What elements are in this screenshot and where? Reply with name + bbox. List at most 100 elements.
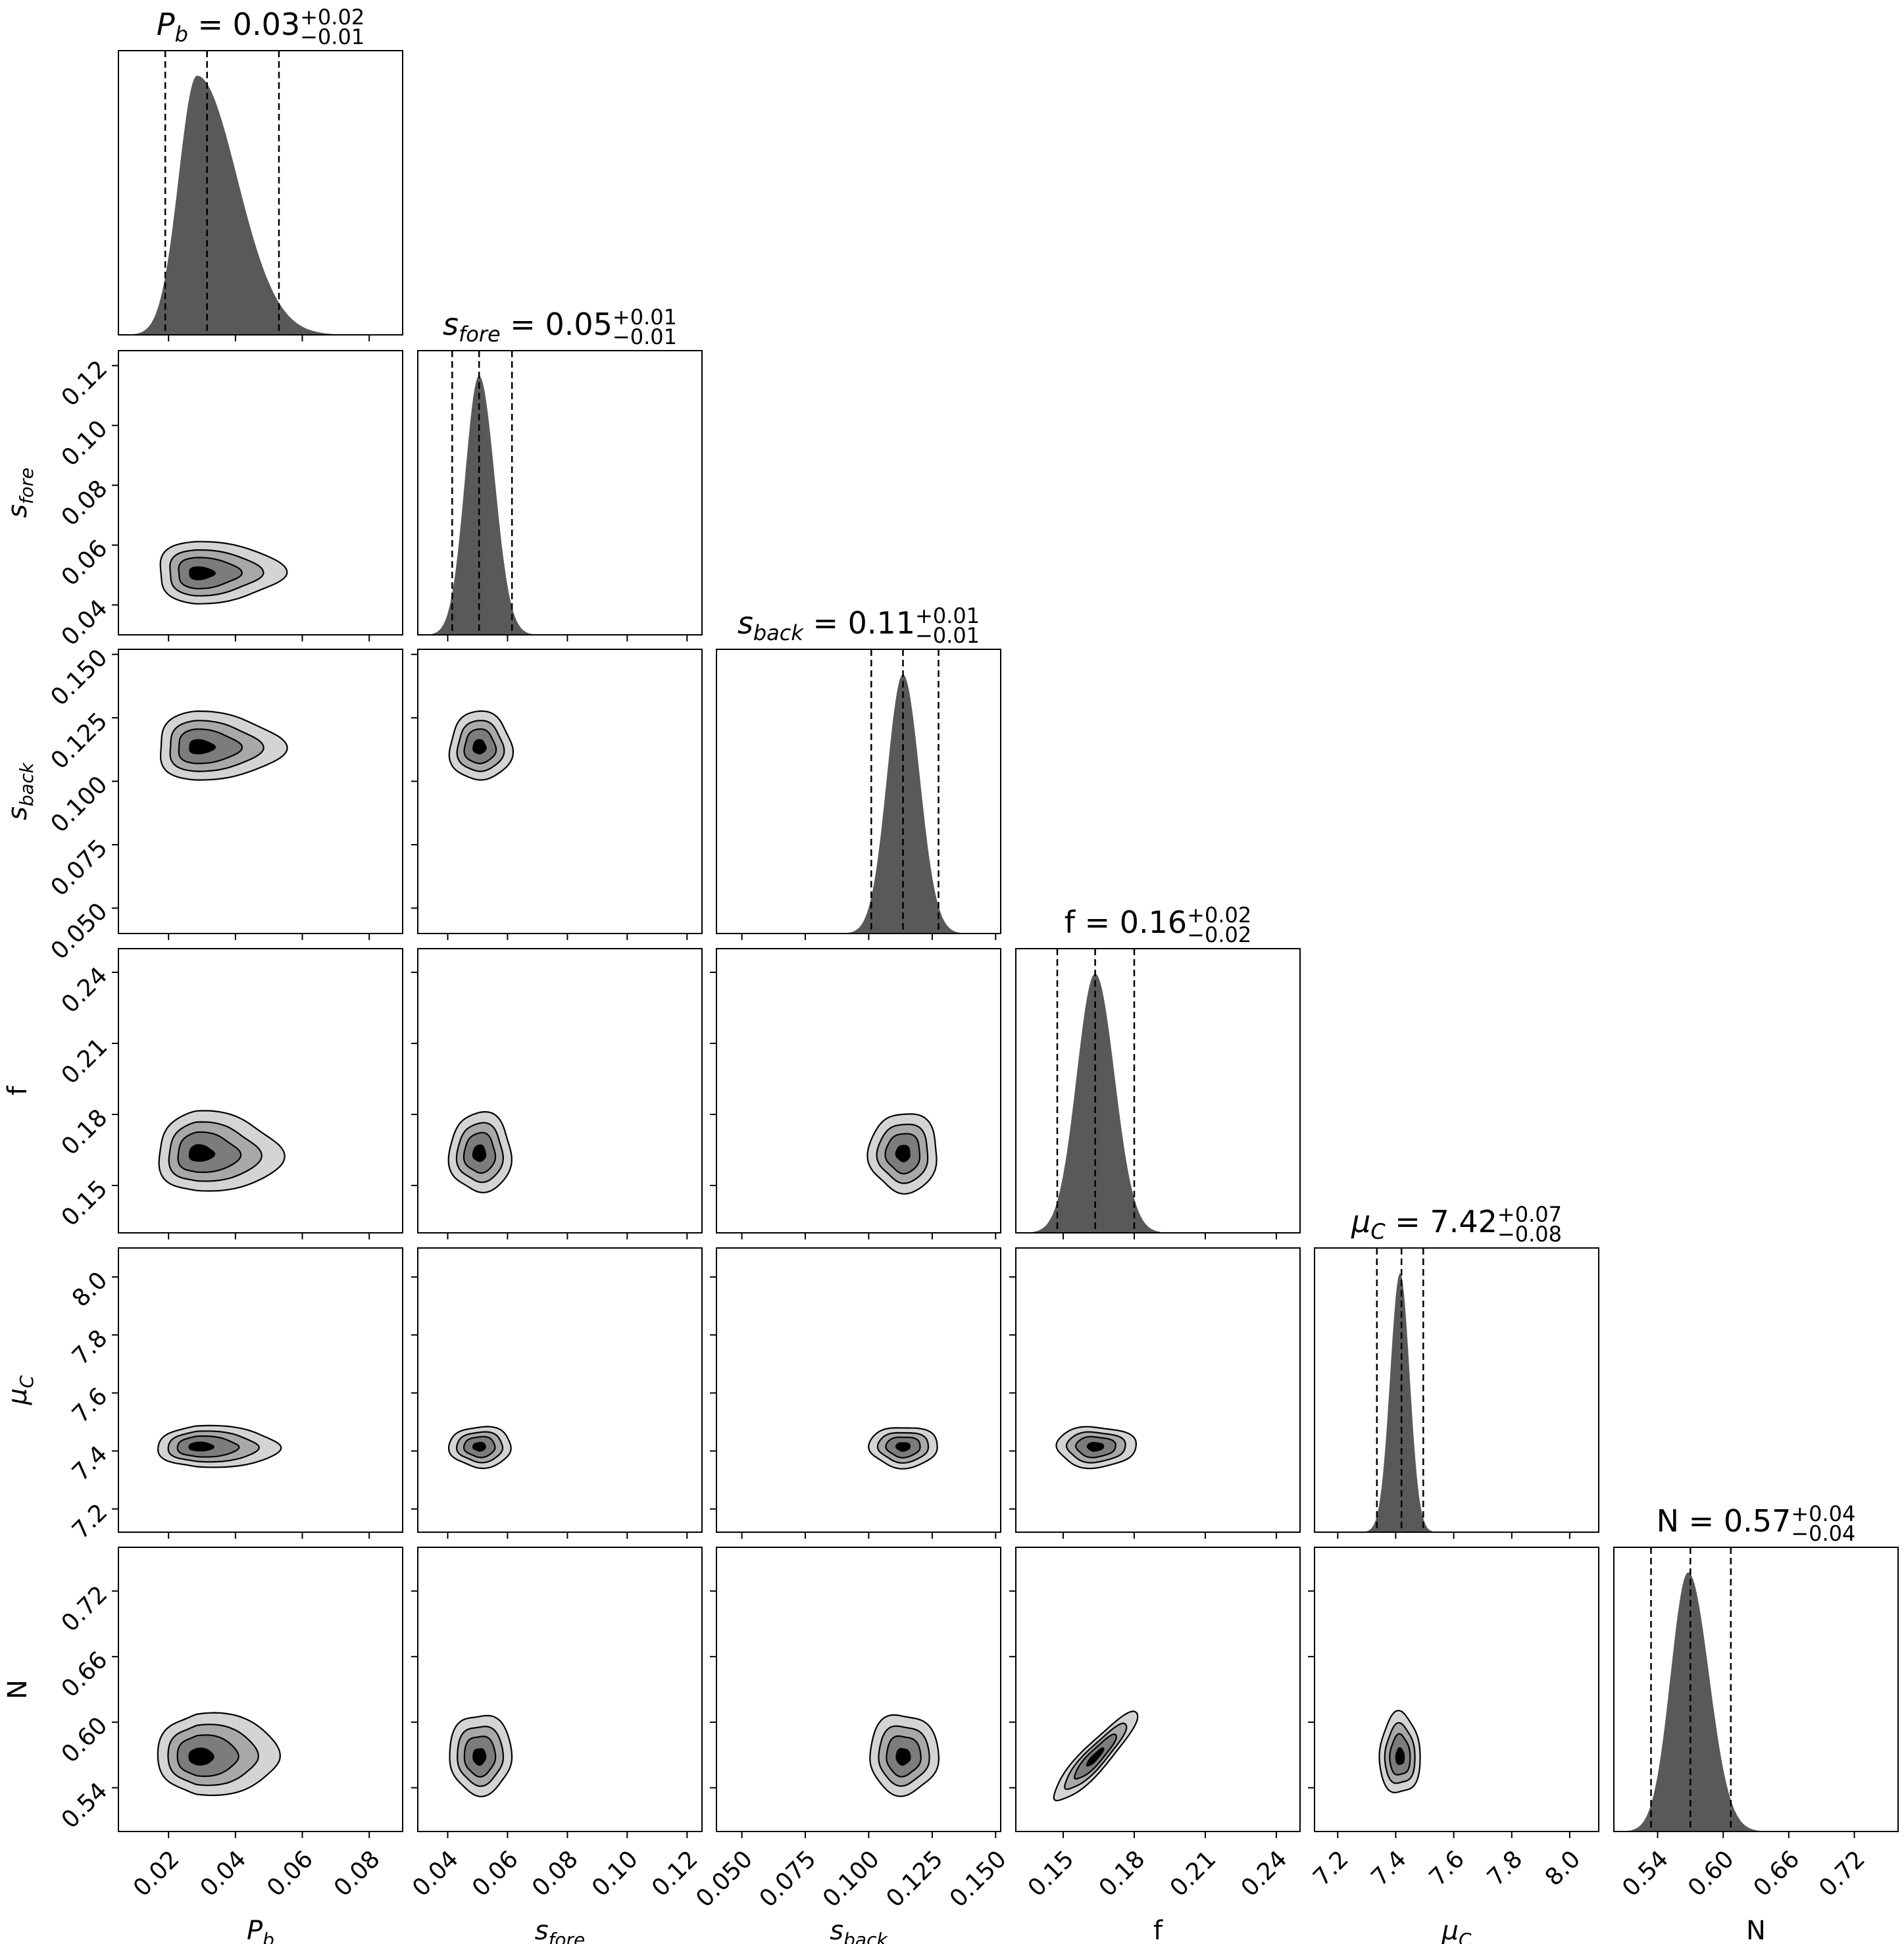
contour-level-4-muC-vs-f bbox=[1086, 1441, 1105, 1452]
y-tick-label-muC-4: 8.0 bbox=[67, 1267, 113, 1312]
contour-panel-N-vs-muC: 7.2 7.4 7.6 7.8 8.0 bbox=[1308, 1547, 1599, 1891]
histogram-Pb bbox=[118, 76, 403, 335]
contour-panel-f-vs-sback bbox=[710, 948, 1001, 1239]
x-axis-label-N: N bbox=[1746, 1916, 1766, 1944]
panel-frame bbox=[716, 649, 1001, 934]
y-tick-label-sback-4: 0.150 bbox=[46, 644, 113, 711]
hist-panel-sfore: sfore = 0.05+0.01−0.01 bbox=[417, 305, 703, 641]
contour-level-4-f-vs-sfore bbox=[472, 1144, 487, 1162]
panel-frame bbox=[417, 649, 703, 934]
panel-frame bbox=[1015, 1547, 1301, 1832]
param-title-minus-N: −0.04 bbox=[1791, 1521, 1855, 1546]
x-tick-label-muC-1: 7.4 bbox=[1366, 1845, 1411, 1891]
x-tick-label-sback-4: 0.150 bbox=[945, 1845, 1012, 1912]
y-axis-label-sfore: sfore bbox=[3, 468, 38, 518]
y-tick-label-f-0: 0.15 bbox=[57, 1175, 113, 1232]
param-title-minus-muC: −0.08 bbox=[1497, 1222, 1562, 1247]
contour-level-4-N-vs-sfore bbox=[472, 1748, 487, 1766]
x-tick-label-f-2: 0.21 bbox=[1165, 1845, 1222, 1902]
panel-frame bbox=[417, 948, 703, 1234]
x-axis-label-sback: sback bbox=[830, 1916, 888, 1944]
x-tick-label-sback-2: 0.100 bbox=[818, 1845, 885, 1912]
x-tick-label-sback-1: 0.075 bbox=[755, 1845, 822, 1912]
x-tick-label-Pb-3: 0.08 bbox=[329, 1845, 386, 1902]
contour-panel-f-vs-sfore bbox=[411, 948, 703, 1239]
x-tick-label-sback-0: 0.050 bbox=[691, 1845, 758, 1912]
x-tick-label-muC-0: 7.2 bbox=[1308, 1845, 1353, 1891]
param-title-f: f = 0.16+0.02 bbox=[1065, 903, 1251, 940]
y-tick-label-N-0: 0.54 bbox=[57, 1778, 113, 1834]
histogram-N bbox=[1614, 1572, 1898, 1832]
contour-level-4-f-vs-sback bbox=[895, 1145, 911, 1162]
panel-frame bbox=[118, 948, 403, 1234]
panel-frame bbox=[118, 1247, 403, 1533]
contour-panel-sfore-vs-Pb: 0.040.060.080.100.12 bbox=[57, 350, 403, 651]
y-tick-label-f-2: 0.21 bbox=[57, 1033, 113, 1089]
x-tick-label-sfore-3: 0.10 bbox=[587, 1845, 643, 1902]
param-title-minus-f: −0.02 bbox=[1187, 922, 1251, 947]
y-axis-label-muC: μC bbox=[3, 1375, 38, 1405]
contour-panel-muC-vs-sback bbox=[710, 1247, 1001, 1539]
x-tick-label-N-3: 0.72 bbox=[1814, 1845, 1870, 1902]
y-axis-label-N: N bbox=[3, 1680, 33, 1699]
hist-panel-N: N = 0.57+0.04−0.04 0.54 0.60 0.66 0.72 bbox=[1613, 1501, 1899, 1902]
histogram-sfore bbox=[418, 376, 702, 635]
x-tick-label-sfore-0: 0.04 bbox=[407, 1845, 464, 1902]
panel-frame bbox=[417, 1547, 703, 1832]
x-tick-label-Pb-1: 0.04 bbox=[195, 1845, 252, 1902]
contour-panel-muC-vs-Pb: 7.2 7.4 7.6 7.8 8.0 bbox=[67, 1247, 403, 1545]
x-tick-label-muC-3: 7.8 bbox=[1482, 1845, 1528, 1891]
param-title-minus-sback: −0.01 bbox=[915, 623, 980, 648]
contour-level-4-sback-vs-sfore bbox=[472, 739, 487, 755]
param-title-Pb: Pb = 0.03+0.02 bbox=[157, 5, 364, 47]
panel-frame bbox=[417, 350, 703, 636]
x-tick-label-f-1: 0.18 bbox=[1094, 1845, 1151, 1902]
y-tick-label-N-1: 0.60 bbox=[57, 1712, 113, 1768]
panel-frame bbox=[1015, 948, 1301, 1234]
y-tick-label-sback-2: 0.100 bbox=[46, 771, 113, 838]
x-tick-label-N-1: 0.60 bbox=[1683, 1845, 1740, 1902]
contour-panel-N-vs-sfore: 0.04 0.06 0.08 0.10 0.12 bbox=[407, 1547, 703, 1902]
y-tick-label-sback-1: 0.075 bbox=[46, 834, 113, 901]
x-tick-label-sfore-2: 0.08 bbox=[527, 1845, 584, 1902]
y-tick-label-sfore-3: 0.10 bbox=[57, 415, 113, 472]
x-tick-label-Pb-0: 0.02 bbox=[128, 1845, 185, 1902]
y-tick-label-sfore-2: 0.08 bbox=[57, 475, 113, 532]
hist-panel-sback: sback = 0.11+0.01−0.01 bbox=[716, 603, 1001, 940]
param-title-sback: sback = 0.11+0.01 bbox=[738, 603, 980, 645]
y-tick-label-sfore-4: 0.12 bbox=[57, 355, 113, 412]
contour-level-4-muC-vs-sback bbox=[895, 1442, 911, 1452]
x-tick-label-f-3: 0.24 bbox=[1236, 1845, 1293, 1902]
y-tick-label-sfore-0: 0.04 bbox=[57, 595, 113, 651]
panel-frame bbox=[118, 50, 403, 336]
hist-panel-Pb: Pb = 0.03+0.02−0.01 bbox=[118, 5, 403, 341]
panel-frame bbox=[1613, 1547, 1899, 1832]
y-tick-label-sback-3: 0.125 bbox=[46, 708, 113, 775]
contour-level-4-sback-vs-Pb bbox=[189, 739, 216, 755]
contour-level-4-N-vs-sback bbox=[895, 1748, 911, 1766]
param-title-muC: μC = 7.42+0.07 bbox=[1351, 1202, 1562, 1244]
param-title-N: N = 0.57+0.04 bbox=[1657, 1501, 1856, 1539]
panel-frame bbox=[118, 1547, 403, 1832]
param-title-sfore: sfore = 0.05+0.01 bbox=[443, 305, 677, 347]
hist-panel-muC: μC = 7.42+0.07−0.08 bbox=[1314, 1202, 1599, 1539]
y-axis-label-sback: sback bbox=[3, 762, 38, 820]
x-tick-label-sback-3: 0.125 bbox=[881, 1845, 948, 1912]
y-tick-label-f-1: 0.18 bbox=[57, 1104, 113, 1160]
y-tick-label-muC-1: 7.4 bbox=[67, 1441, 113, 1486]
panel-frame bbox=[118, 350, 403, 636]
panel-frame bbox=[1015, 1247, 1301, 1533]
x-tick-label-f-0: 0.15 bbox=[1023, 1845, 1080, 1902]
x-tick-label-Pb-2: 0.06 bbox=[262, 1845, 318, 1902]
contour-panel-sback-vs-sfore bbox=[411, 649, 703, 940]
y-tick-label-muC-0: 7.2 bbox=[67, 1499, 113, 1544]
histogram-muC bbox=[1315, 1273, 1599, 1532]
contour-level-4-N-vs-f bbox=[1086, 1747, 1105, 1767]
x-tick-label-muC-2: 7.6 bbox=[1424, 1845, 1470, 1891]
y-tick-label-sfore-1: 0.06 bbox=[57, 535, 113, 591]
param-title-minus-Pb: −0.01 bbox=[300, 24, 364, 49]
contour-level-4-N-vs-Pb bbox=[188, 1747, 214, 1766]
contour-level-4-sfore-vs-Pb bbox=[189, 566, 216, 581]
x-tick-label-sfore-1: 0.06 bbox=[467, 1845, 524, 1902]
x-axis-label-sfore: sfore bbox=[535, 1916, 586, 1944]
